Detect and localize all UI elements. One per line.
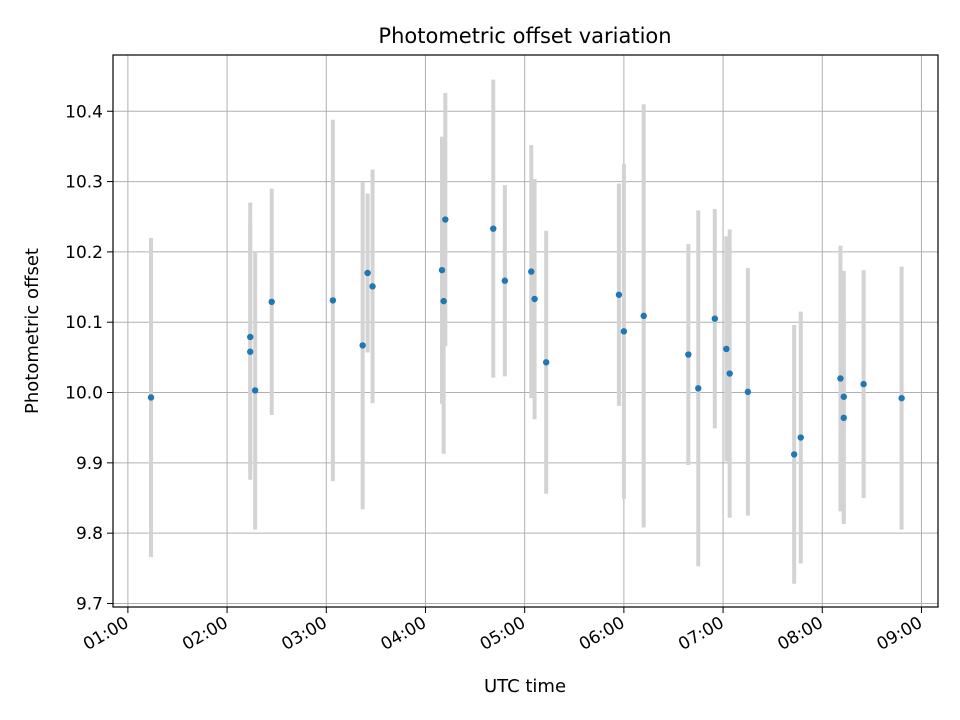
y-axis-ticks: 9.7 9.8 9.9 10.0 10.1 10.2 10.3 10.4 xyxy=(65,102,113,614)
data-point xyxy=(369,283,376,290)
data-point xyxy=(490,225,497,232)
data-point xyxy=(442,216,449,223)
data-point xyxy=(501,277,509,284)
y-tick-label: 10.0 xyxy=(65,384,103,404)
data-point xyxy=(860,380,867,388)
y-tick-label: 9.8 xyxy=(76,524,103,544)
data-point xyxy=(640,312,647,320)
data-point xyxy=(438,266,446,274)
y-tick-label: 10.3 xyxy=(65,173,103,193)
data-point xyxy=(615,291,623,298)
x-axis-label: UTC time xyxy=(484,676,566,697)
data-point xyxy=(898,394,905,402)
data-point xyxy=(531,295,538,303)
data-point xyxy=(723,345,730,353)
chart-title: Photometric offset variation xyxy=(378,24,671,48)
data-point xyxy=(251,387,259,394)
y-tick-label: 9.7 xyxy=(76,594,103,614)
data-point xyxy=(790,451,798,458)
data-points xyxy=(147,216,905,458)
data-point xyxy=(147,394,155,401)
y-tick-label: 10.1 xyxy=(65,313,103,333)
data-point xyxy=(268,298,275,306)
data-point xyxy=(528,268,535,275)
data-point xyxy=(542,359,550,366)
y-axis-label: Photometric offset xyxy=(22,248,43,414)
data-point xyxy=(711,315,719,322)
y-tick-label: 9.9 xyxy=(76,454,103,474)
plot-frame xyxy=(112,54,939,608)
data-point xyxy=(695,385,702,392)
data-point xyxy=(685,351,692,358)
y-tick-label: 10.2 xyxy=(65,243,103,263)
data-point xyxy=(797,434,804,441)
data-point xyxy=(364,269,371,277)
data-point xyxy=(620,328,628,335)
data-point xyxy=(247,333,254,341)
data-point xyxy=(329,297,337,304)
data-point xyxy=(359,342,366,349)
data-point xyxy=(726,370,733,377)
data-point xyxy=(840,414,847,422)
data-point xyxy=(247,348,254,355)
data-point xyxy=(840,393,847,400)
data-point xyxy=(440,297,447,305)
data-point xyxy=(744,388,752,396)
y-tick-label: 10.4 xyxy=(65,102,103,122)
data-point xyxy=(837,375,844,382)
